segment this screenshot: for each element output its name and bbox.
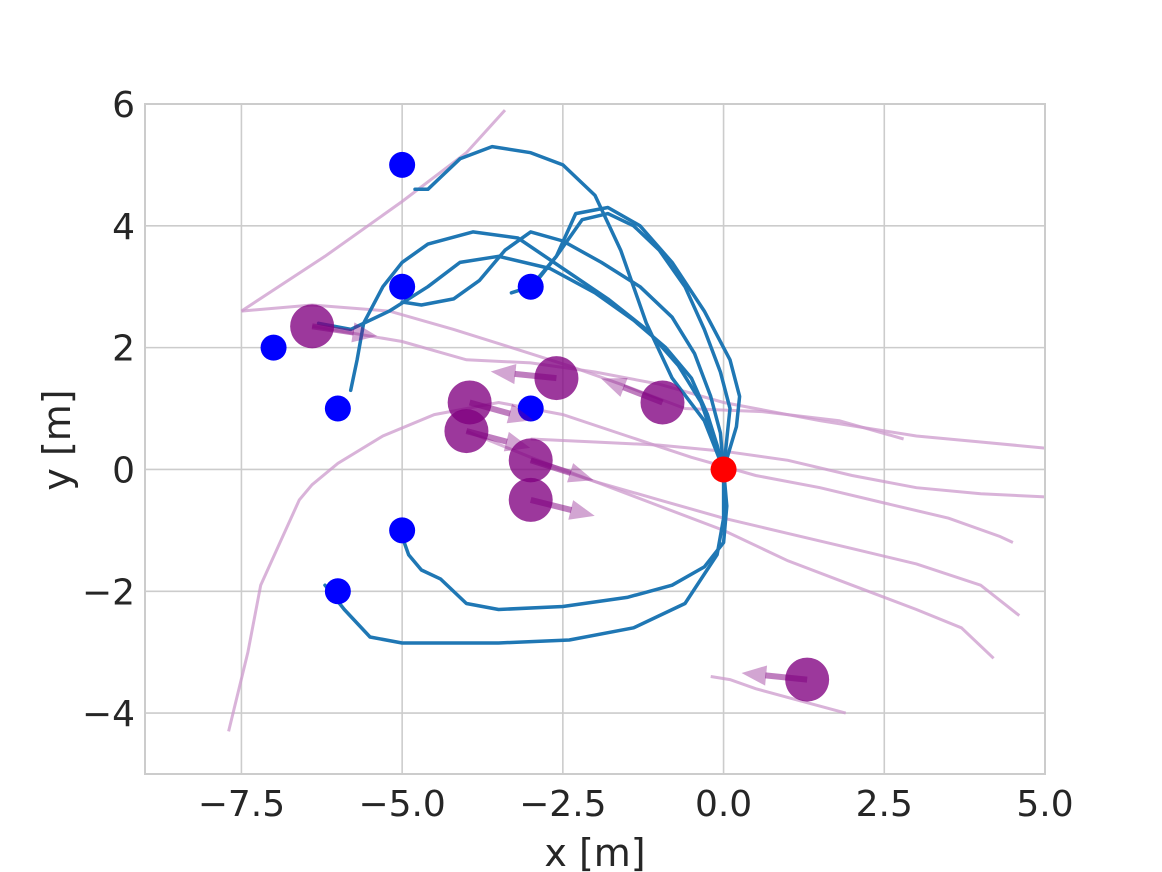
agent-velocity-arrowhead [601,378,628,397]
goal-point [324,578,351,605]
y-tick-label: −2 [82,572,135,613]
agents [290,304,830,702]
grid [145,103,1046,774]
x-tick-label: −2.5 [519,784,606,825]
agent-path-line [530,437,1046,499]
trajectory-line [400,230,726,472]
agent-velocity-shaft [465,428,508,445]
trajectory-line [400,467,729,612]
goal-point [389,273,416,300]
agent-velocity-shaft [514,370,557,382]
y-tick-label: 4 [112,207,135,248]
trajectory-line [348,230,726,472]
goal-point [389,517,416,544]
tick-labels: −7.5 −5.0 −2.5 0.0 2.5 5.0 −4 −2 0 2 4 6 [82,85,1074,825]
agent-velocity-arrowhead [567,463,594,483]
goal-point [517,273,544,300]
x-tick-label: −5.0 [358,784,445,825]
x-tick-label: −7.5 [198,784,285,825]
y-tick-label: −4 [82,694,135,735]
goal-point [517,395,544,422]
agent-path-line [530,458,995,660]
agent-velocity-shaft [468,399,511,417]
goal-point [324,395,351,422]
goal-points [260,151,544,605]
start-point [710,456,737,483]
agent-velocity-arrowhead [490,363,517,385]
agent-velocity-arrowhead [351,322,378,343]
y-tick-label: 6 [112,85,135,126]
agent-path-line [710,675,847,715]
agent-velocity-shaft [311,323,355,336]
y-axis-label: y [m] [35,389,79,490]
agent-paths [227,109,1046,732]
x-axis-label: x [m] [544,831,645,872]
goal-point [389,151,416,178]
x-tick-label: 0.0 [695,784,752,825]
x-tick-label: 2.5 [856,784,913,825]
agent-velocity-shaft [529,457,572,476]
plot-frame [144,103,1046,775]
agent-path-line [227,400,1014,732]
goal-point [260,334,287,361]
y-tick-label: 0 [112,450,135,491]
trajectory-line [413,144,726,472]
robot-trajectories [316,144,742,645]
start-point [710,456,737,483]
agent-path-line [240,109,507,313]
trajectory-line [323,467,726,645]
agent-velocity-shaft [529,496,573,514]
x-tick-label: 5.0 [1016,784,1073,825]
agent-velocity-arrowhead [741,665,768,686]
agent-velocity-shaft [622,384,664,406]
agent-velocity-arrowhead [568,500,595,520]
agent-velocity-arrowhead [506,403,534,424]
y-tick-label: 2 [112,329,135,370]
trajectory-line [535,205,742,472]
agent-marker [508,477,553,522]
agent-velocity-shaft [765,672,808,683]
axes-frame [144,103,1046,775]
